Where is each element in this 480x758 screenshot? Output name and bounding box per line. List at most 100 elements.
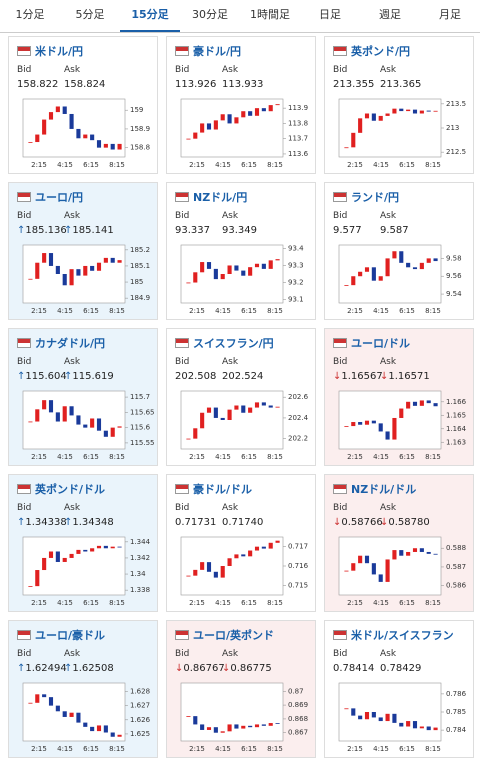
candle xyxy=(200,562,205,570)
ask-value: 9.587 xyxy=(380,225,409,236)
y-tick-label: 93.2 xyxy=(288,279,304,287)
candle xyxy=(227,558,232,566)
flag-icon xyxy=(175,338,189,348)
plot-frame xyxy=(22,98,126,158)
x-tick-label: 8:15 xyxy=(267,161,283,169)
x-tick-label: 2:15 xyxy=(347,745,363,753)
y-tick-label: 93.3 xyxy=(288,261,304,269)
candle xyxy=(76,549,81,554)
candle xyxy=(399,408,404,418)
y-tick-label: 1.627 xyxy=(130,702,150,710)
candle xyxy=(364,267,370,272)
mini-chart: 185.2 185.1 185 184.9 2:15 4:15 6:15 8:15 xyxy=(22,244,150,315)
y-tick-label: 115.65 xyxy=(130,408,155,416)
plot-frame xyxy=(22,682,126,742)
rate-card[interactable]: スイスフラン/円 Bid Ask 202.508 202.524 202.6 202.4 20… xyxy=(166,328,316,466)
x-tick-label: 6:15 xyxy=(241,599,257,607)
x-tick-label: 4:15 xyxy=(215,453,231,461)
bid-value: 202.508 xyxy=(175,371,217,382)
candle xyxy=(69,269,74,286)
x-tick-label: 4:15 xyxy=(57,307,73,315)
tab[interactable]: 週足 xyxy=(379,8,401,21)
x-tick-label: 4:15 xyxy=(57,161,73,169)
pair-name: 英ポンド/ドル xyxy=(35,483,106,496)
flag-icon xyxy=(175,484,189,494)
x-tick-label: 8:15 xyxy=(425,453,441,461)
x-tick-label: 2:15 xyxy=(347,307,363,315)
pair-name: 豪ドル/ドル xyxy=(193,483,253,496)
pair-name: 豪ドル/円 xyxy=(193,45,242,58)
bid-value: 115.604 xyxy=(17,371,66,382)
candle xyxy=(213,120,218,130)
bid-value: 0.78414 xyxy=(333,663,375,674)
candle xyxy=(385,559,390,582)
candle xyxy=(364,555,370,564)
candle xyxy=(412,109,418,114)
rate-card[interactable]: 英ポンド/ドルBidAsk1.343381.343481.3441.3421.3… xyxy=(8,474,158,612)
candle xyxy=(96,418,102,431)
x-tick-label: 6:15 xyxy=(241,161,257,169)
candle xyxy=(261,263,266,269)
candle xyxy=(248,550,253,557)
rate-card[interactable]: 米ドル/スイスフラン Bid Ask 0.78414 0.78429 0.786 0.785… xyxy=(324,620,474,758)
rate-card[interactable]: カナダドル/円BidAsk115.604115.619115.7115.6511… xyxy=(8,328,158,466)
y-tick-label: 0.869 xyxy=(288,701,308,709)
candle xyxy=(364,113,370,119)
candle xyxy=(90,418,95,428)
y-tick-label: 0.868 xyxy=(288,715,308,723)
candle xyxy=(55,551,60,562)
flag-icon xyxy=(175,192,189,202)
ask-label: Ask xyxy=(222,65,239,75)
candle xyxy=(62,406,67,422)
rate-card[interactable]: NZドル/円 Bid Ask 93.337 93.349 93.4 93.3 93.2 93.1… xyxy=(166,182,316,320)
rate-card[interactable]: 豪ドル/円 Bid Ask 113.926 113.933 113.9 113.8 113.7… xyxy=(166,36,316,174)
candle xyxy=(392,251,397,259)
candle xyxy=(55,412,60,422)
rate-card[interactable]: ユーロ/豪ドルBidAsk1.624941.625081.6281.6271.6… xyxy=(8,620,158,758)
candle xyxy=(426,110,431,112)
mini-chart: 159 158.9 158.8 2:15 4:15 6:15 8:15 xyxy=(22,98,150,169)
tab[interactable]: 1分足 xyxy=(15,8,45,21)
tab[interactable]: 日足 xyxy=(319,8,341,21)
x-tick-label: 8:15 xyxy=(267,307,283,315)
tab[interactable]: 1時間足 xyxy=(250,8,290,21)
rate-card[interactable]: NZドル/ドルBidAsk0.587660.587800.5880.5870.5… xyxy=(324,474,474,612)
y-tick-label: 202.2 xyxy=(288,435,308,443)
candle xyxy=(83,424,88,428)
candle xyxy=(371,420,376,424)
candle xyxy=(275,540,280,543)
candle xyxy=(234,554,239,559)
candle xyxy=(213,268,218,280)
rate-card[interactable]: 英ポンド/円 Bid Ask 213.355 213.365 213.5 213 212.5 2… xyxy=(324,36,474,174)
x-tick-label: 8:15 xyxy=(425,161,441,169)
candle xyxy=(206,407,212,413)
tab[interactable]: 5分足 xyxy=(75,8,105,21)
x-tick-label: 2:15 xyxy=(189,745,205,753)
mini-chart: 1.344 1.342 1.34 1.338 2:15 4:15 6:15 8:15 xyxy=(22,536,151,607)
tab[interactable]: 30分足 xyxy=(192,8,228,21)
rate-card[interactable]: ユーロ/英ポンドBidAsk0.867670.867750.870.8690.8… xyxy=(166,620,316,758)
rate-card[interactable]: 米ドル/円 Bid Ask 158.822 158.824 159 158.9 158.8 2:… xyxy=(8,36,158,174)
candle xyxy=(234,405,239,410)
ask-value: 0.78429 xyxy=(380,663,422,674)
ask-label: Ask xyxy=(380,649,397,659)
tab[interactable]: 15分足 xyxy=(120,0,180,32)
candle xyxy=(371,267,376,281)
candle xyxy=(378,423,383,432)
tab[interactable]: 月足 xyxy=(439,8,461,21)
plot-frame xyxy=(338,682,442,742)
rate-card[interactable]: ユーロ/ドルBidAsk1.165671.165711.1661.1651.16… xyxy=(324,328,474,466)
rate-card[interactable]: 豪ドル/ドル Bid Ask 0.71731 0.71740 0.717 0.716 0.71… xyxy=(166,474,316,612)
rate-card[interactable]: ランド/円 Bid Ask 9.577 9.587 9.58 9.56 9.54 2:15 4:1… xyxy=(324,182,474,320)
y-tick-label: 0.784 xyxy=(446,726,467,734)
bid-label: Bid xyxy=(333,357,348,367)
candle xyxy=(200,412,205,429)
candle xyxy=(412,267,418,270)
candle xyxy=(213,407,218,418)
plot-frame xyxy=(180,244,284,304)
candle xyxy=(55,705,60,712)
candle xyxy=(110,257,115,263)
candle xyxy=(248,111,253,116)
candle xyxy=(261,402,266,406)
rate-card[interactable]: ユーロ/円BidAsk185.136185.141185.2185.118518… xyxy=(8,182,158,320)
